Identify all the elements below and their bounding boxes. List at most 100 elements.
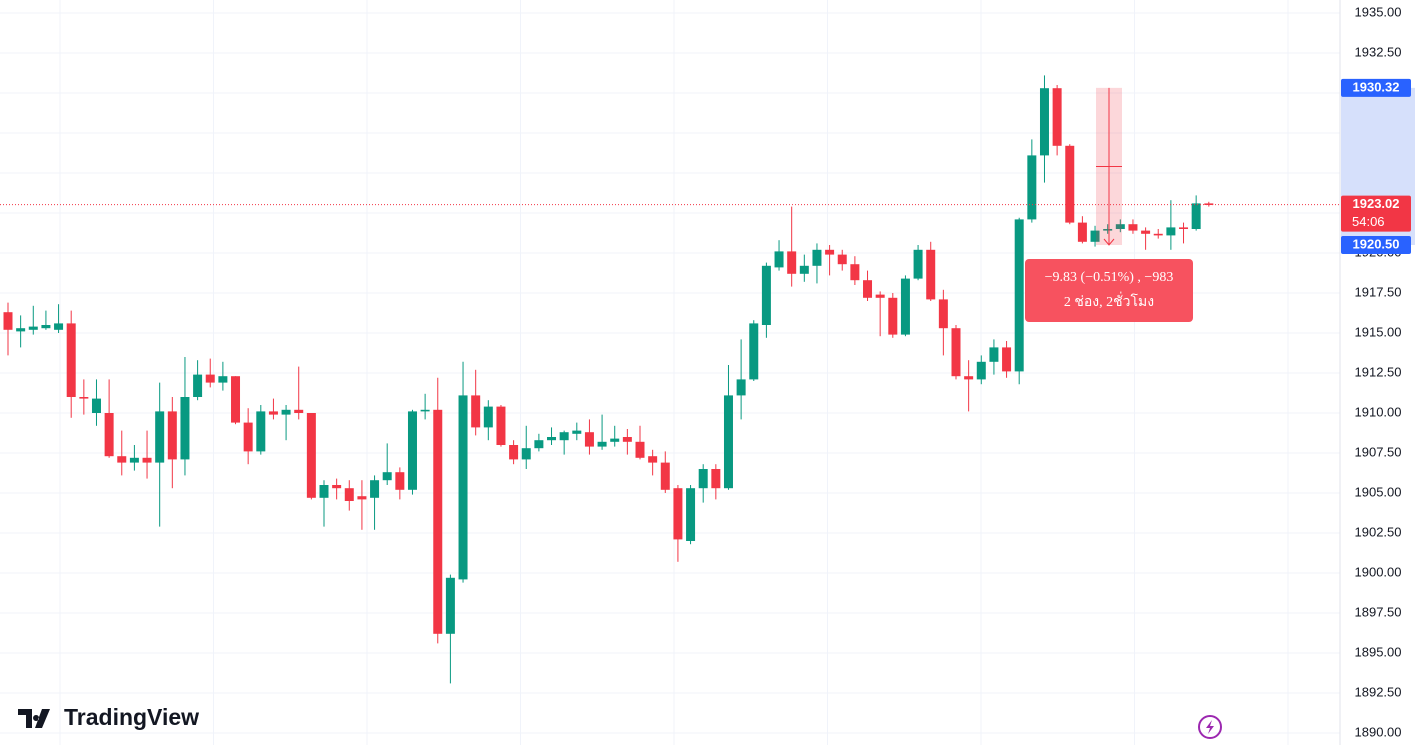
candle-body: [268, 411, 278, 415]
candle-body: [875, 294, 885, 298]
candle-body: [306, 413, 316, 498]
lightning-icon: [1206, 720, 1214, 734]
y-tick-label: 1895.00: [1355, 644, 1402, 659]
candle-body: [774, 251, 784, 268]
measure-sublabel: 2 ช่อง, 2ชั่วโมง: [1064, 292, 1154, 310]
y-tick-label: 1917.50: [1355, 284, 1402, 299]
lightning-button[interactable]: [1198, 715, 1222, 739]
candle-body: [749, 323, 759, 380]
candle-body: [913, 249, 923, 279]
price-tag-label: 1923.02: [1353, 196, 1400, 211]
y-tick-label: 1897.50: [1355, 604, 1402, 619]
candle-body: [1027, 155, 1037, 220]
candle-body: [218, 376, 228, 383]
candle-body: [635, 441, 645, 458]
candle-body: [319, 485, 329, 498]
candle-body: [66, 323, 76, 397]
y-tick-label: 1910.00: [1355, 404, 1402, 419]
measure-arrow-head: [1103, 238, 1115, 246]
logo: TradingView: [18, 704, 199, 730]
candle-body: [622, 437, 632, 442]
candle-body: [496, 406, 506, 445]
y-tick-label: 1905.00: [1355, 484, 1402, 499]
candle-body: [294, 409, 304, 413]
candle-body: [711, 469, 721, 489]
candle-body: [863, 280, 873, 298]
candle-body: [648, 456, 658, 463]
candle-body: [357, 496, 367, 500]
candle-body: [458, 395, 468, 580]
candle-body: [344, 488, 354, 501]
candle-body: [1039, 88, 1049, 156]
y-tick-label: 1900.00: [1355, 564, 1402, 579]
candle-body: [142, 457, 152, 463]
candle-body: [1103, 229, 1113, 231]
price-tag-label: 1930.32: [1353, 79, 1400, 94]
y-tick-label: 1932.50: [1355, 44, 1402, 59]
candle-body: [16, 328, 26, 332]
candle-body: [534, 440, 544, 449]
price-tag: [1341, 195, 1411, 232]
candle-body: [54, 323, 64, 330]
candle-body: [509, 445, 519, 460]
candle-body: [761, 265, 771, 325]
y-tick-label: 1912.50: [1355, 364, 1402, 379]
candle-body: [79, 397, 89, 399]
candle-body: [445, 577, 455, 634]
candle-body: [812, 249, 822, 266]
candle-body: [332, 485, 342, 489]
measure-label-box: [1025, 259, 1193, 322]
candle-body: [167, 411, 177, 460]
y-tick-label: 1890.00: [1355, 724, 1402, 739]
candle-body: [964, 376, 974, 380]
candle-body: [129, 457, 139, 463]
candle-body: [686, 488, 696, 541]
candle-body: [547, 437, 557, 441]
candle-body: [888, 297, 898, 335]
candle-body: [989, 347, 999, 362]
candle-body: [104, 413, 114, 457]
candle-body: [1191, 203, 1201, 229]
candle-body: [787, 251, 797, 274]
candle-body: [850, 264, 860, 281]
candle-body: [155, 411, 165, 463]
candle-body: [951, 328, 961, 377]
candle-body: [698, 469, 708, 489]
candle-body: [395, 472, 405, 490]
candle-body: [610, 438, 620, 442]
candle-body: [193, 374, 203, 397]
candle-body: [799, 265, 809, 274]
candle-body: [1065, 145, 1075, 223]
candle-body: [1115, 224, 1125, 229]
logo-text: TradingView: [64, 704, 199, 730]
price-countdown: 54:06: [1352, 214, 1385, 229]
candle-body: [559, 432, 569, 441]
candle-body: [41, 325, 51, 329]
candle-body: [572, 430, 582, 434]
candle-body: [28, 326, 38, 330]
candle-body: [1153, 233, 1163, 236]
candle-body: [976, 361, 986, 380]
candle-body: [471, 395, 481, 428]
candle-body: [256, 411, 266, 452]
candle-body: [407, 411, 417, 490]
candle-body: [483, 406, 493, 428]
measure-label: −9.83 (−0.51%) , −983: [1045, 270, 1174, 285]
candle-body: [1077, 222, 1087, 242]
candle-body: [281, 409, 291, 415]
candle-body: [1204, 203, 1214, 205]
y-tick-label: 1902.50: [1355, 524, 1402, 539]
candle-body: [433, 409, 443, 634]
candle-body: [243, 422, 253, 452]
y-tick-label: 1915.00: [1355, 324, 1402, 339]
candle-body: [660, 462, 670, 490]
candle-body: [521, 448, 531, 460]
candle-body: [597, 441, 607, 447]
price-tag: [1341, 78, 1411, 97]
price-tag-label: 1920.50: [1353, 236, 1400, 251]
candle-body: [1179, 227, 1189, 229]
candle-body: [723, 395, 733, 489]
y-tick-label: 1935.00: [1355, 4, 1402, 19]
candle-body: [1166, 227, 1176, 236]
candle-body: [1052, 88, 1062, 146]
